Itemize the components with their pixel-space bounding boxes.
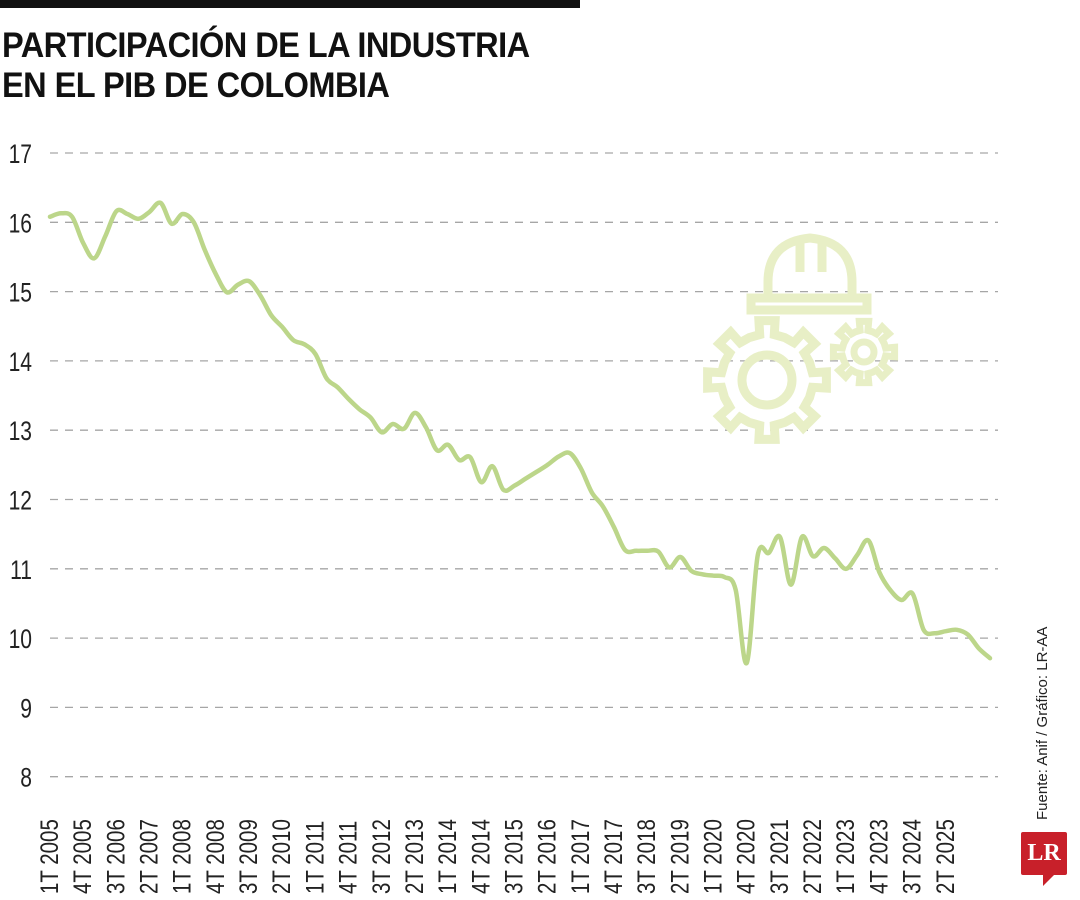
source-note: Fuente: Anif / Gráfico: LR-AA bbox=[1034, 620, 1054, 820]
y-tick-label: 8 bbox=[20, 763, 32, 793]
x-tick-label: 3T 2015 bbox=[500, 819, 528, 894]
x-tick-label: 2T 2019 bbox=[665, 819, 693, 894]
x-tick-label: 3T 2018 bbox=[632, 819, 660, 894]
x-tick-label: 3T 2021 bbox=[765, 819, 793, 894]
lr-logo-tail bbox=[1043, 874, 1055, 886]
title-line-2: EN EL PIB DE COLOMBIA bbox=[2, 66, 390, 105]
chart-title: PARTICIPACIÓN DE LA INDUSTRIA EN EL PIB … bbox=[2, 26, 530, 106]
title-line-1: PARTICIPACIÓN DE LA INDUSTRIA bbox=[2, 26, 530, 65]
x-tick-label: 1T 2008 bbox=[168, 819, 196, 894]
x-tick-label: 4T 2005 bbox=[68, 819, 96, 894]
x-tick-label: 3T 2024 bbox=[898, 819, 926, 894]
x-tick-label: 2T 2016 bbox=[533, 819, 561, 894]
top-rule bbox=[0, 0, 580, 8]
x-axis-labels: 1T 2005 4T 2005 3T 2006 2T 2007 1T 2008 4T 20… bbox=[35, 819, 959, 894]
y-tick-label: 9 bbox=[20, 694, 32, 724]
x-tick-label: 1T 2020 bbox=[699, 819, 727, 894]
x-tick-label: 1T 2017 bbox=[566, 819, 594, 894]
lr-logo: LR bbox=[1021, 832, 1067, 875]
y-tick-label: 10 bbox=[9, 625, 32, 655]
x-tick-label: 4T 2011 bbox=[334, 821, 362, 894]
y-tick-label: 17 bbox=[9, 140, 32, 170]
x-tick-label: 4T 2023 bbox=[864, 819, 892, 894]
x-tick-label: 4T 2017 bbox=[599, 819, 627, 894]
x-tick-label: 2T 2025 bbox=[931, 819, 959, 894]
x-tick-label: 4T 2008 bbox=[201, 819, 229, 894]
gridlines bbox=[50, 152, 998, 778]
x-tick-label: 1T 2014 bbox=[433, 819, 461, 894]
hard-hat-gears-icon bbox=[703, 233, 899, 444]
y-tick-label: 15 bbox=[9, 278, 32, 308]
x-tick-label: 1T 2023 bbox=[831, 819, 859, 894]
x-tick-label: 3T 2009 bbox=[234, 819, 262, 894]
x-tick-label: 1T 2005 bbox=[35, 819, 63, 894]
x-tick-label: 2T 2010 bbox=[267, 819, 295, 894]
y-tick-label: 16 bbox=[9, 209, 32, 239]
x-tick-label: 3T 2012 bbox=[367, 819, 395, 894]
y-tick-label: 14 bbox=[9, 347, 32, 377]
y-tick-label: 11 bbox=[10, 555, 32, 585]
y-tick-label: 12 bbox=[9, 486, 32, 516]
x-tick-label: 4T 2014 bbox=[466, 819, 494, 894]
x-tick-label: 3T 2006 bbox=[101, 819, 129, 894]
x-tick-label: 2T 2022 bbox=[798, 819, 826, 894]
data-line bbox=[47, 200, 993, 666]
x-tick-label: 2T 2007 bbox=[135, 819, 163, 894]
source-text: Fuente: Anif / Gráfico: LR-AA bbox=[1034, 626, 1051, 820]
x-tick-label: 2T 2013 bbox=[400, 819, 428, 894]
y-tick-label: 13 bbox=[9, 417, 32, 447]
x-tick-label: 4T 2020 bbox=[732, 819, 760, 894]
x-tick-label: 1T 2011 bbox=[300, 821, 328, 894]
y-axis-labels: 8 9 10 11 12 13 14 15 16 17 bbox=[9, 140, 32, 794]
